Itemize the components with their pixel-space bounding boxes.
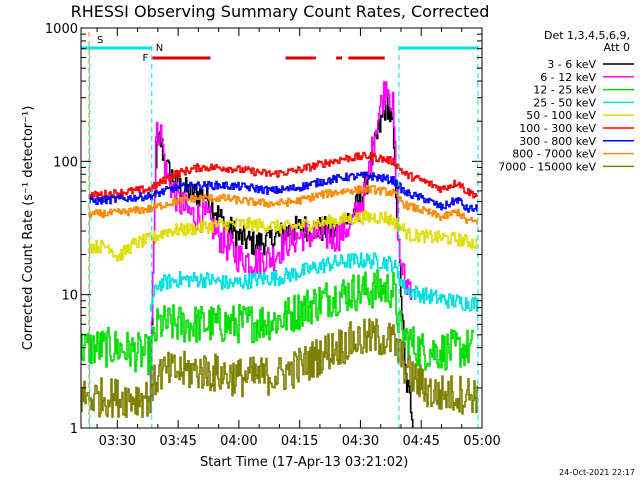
series-line	[89, 151, 478, 201]
saa-label: S	[97, 35, 103, 46]
x-tick-label: 04:00	[220, 434, 257, 449]
x-tick-label: 05:00	[463, 434, 500, 449]
y-tick-label: 10	[61, 289, 78, 304]
series-line	[149, 81, 414, 414]
legend-entry-label: 7000 - 15000 keV	[498, 160, 596, 173]
legend-entry-label: 300 - 800 keV	[519, 135, 596, 148]
series-line	[89, 210, 478, 262]
series-line	[89, 185, 478, 225]
legend-header-detectors: Det 1,3,4,5,6,9,	[544, 29, 630, 42]
y-axis-label: Corrected Count Rate (s⁻¹ detector⁻¹)	[21, 106, 36, 351]
legend-entry-label: 50 - 100 keV	[526, 109, 596, 122]
x-axis-label: Start Time (17-Apr-13 03:21:02)	[200, 455, 408, 470]
date-stamp: 24-Oct-2021 22:17	[559, 468, 635, 477]
legend-entry-label: 800 - 7000 keV	[512, 148, 596, 161]
chart-title: RHESSI Observing Summary Count Rates, Co…	[71, 2, 490, 21]
flag-layer: S NF	[81, 32, 479, 428]
legend-entry-label: 100 - 300 keV	[519, 122, 596, 135]
x-tick-label: 04:45	[402, 434, 439, 449]
x-tick-label: 03:30	[99, 434, 136, 449]
legend-entry-label: 6 - 12 keV	[540, 71, 596, 84]
series-line	[81, 269, 474, 376]
x-tick-label: 04:15	[281, 434, 318, 449]
y-tick-label: 1	[70, 422, 78, 437]
y-tick-label: 100	[53, 155, 78, 170]
axis-layer: 03:30 03:45 04:00 04:15 04:30 04:45 05:00 1 10 10…	[45, 22, 501, 449]
y-tick-label: 1000	[45, 22, 78, 37]
series-layer	[81, 81, 479, 428]
legend-header-attenuator: Att 0	[604, 41, 630, 54]
flare-label: F	[142, 53, 148, 64]
legend-entry-label: 3 - 6 keV	[547, 58, 596, 71]
x-tick-label: 03:45	[159, 434, 196, 449]
plot-frame	[80, 27, 483, 429]
series-line	[89, 171, 478, 213]
series-line	[81, 318, 478, 418]
night-label: N	[156, 43, 163, 54]
x-tick-label: 04:30	[342, 434, 379, 449]
legend-entry-label: 25 - 50 keV	[533, 96, 596, 109]
series-line	[149, 252, 479, 313]
legend-entry-label: 12 - 25 keV	[533, 84, 596, 97]
